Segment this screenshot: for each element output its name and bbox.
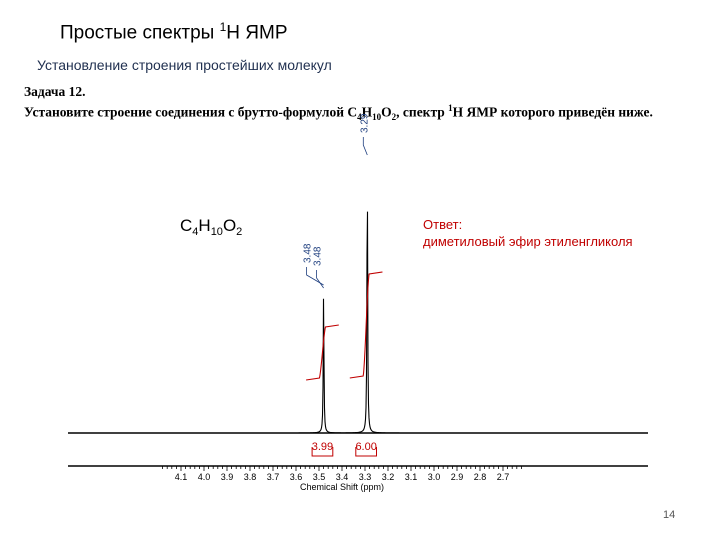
integral-value: 3.99 xyxy=(312,441,333,453)
x-tick-label: 3.2 xyxy=(382,472,395,482)
peak-label-leader xyxy=(362,137,368,156)
x-axis-label: Chemical Shift (ppm) xyxy=(300,482,384,492)
x-tick-label: 3.1 xyxy=(405,472,418,482)
x-tick-label: 3.7 xyxy=(267,472,280,482)
answer-label: Ответ: xyxy=(423,217,463,232)
integrals-layer: 3.99 6.00 xyxy=(306,271,383,457)
page-subtitle: Установление строения простейших молекул xyxy=(37,57,332,73)
peak-label: 3.29 xyxy=(359,113,370,133)
x-tick-label: 3.5 xyxy=(313,472,326,482)
integral-value: 6.00 xyxy=(355,441,376,453)
x-tick-label: 3.8 xyxy=(244,472,257,482)
integral-curve xyxy=(349,271,383,379)
x-tick-label: 4.1 xyxy=(175,472,188,482)
peak-label: 3.48 xyxy=(303,243,314,263)
x-tick-label: 3.6 xyxy=(290,472,303,482)
answer-block: Ответ: диметиловый эфир этиленгликоля xyxy=(423,216,633,250)
page-title: Простые спектры 1H ЯМР xyxy=(60,20,288,44)
peak-labels-layer: 3.48 3.48 3.29 xyxy=(303,113,370,289)
answer-text: диметиловый эфир этиленгликоля xyxy=(423,234,633,249)
x-tick-label: 4.0 xyxy=(198,472,211,482)
task-statement: Установите строение соединения с брутто-… xyxy=(24,103,653,123)
formula-text: C4H10O2 xyxy=(180,216,242,238)
molecular-formula: C4H10O2 xyxy=(180,216,242,238)
x-tick-label: 2.7 xyxy=(497,472,510,482)
spectrum-line xyxy=(68,211,648,434)
peak-label-leader xyxy=(306,267,324,286)
task-text: Задача 12. Установите строение соединени… xyxy=(24,84,653,125)
x-tick-label: 3.9 xyxy=(221,472,234,482)
peak-label-leader xyxy=(316,270,324,289)
peak-label: 3.48 xyxy=(313,246,324,266)
x-axis: 4.1 4.0 3.9 3.8 3.7 3.6 3.5 3.4 3.3 3.2 3.1 3.0 2.9 2… xyxy=(68,432,648,492)
x-tick-label: 3.4 xyxy=(336,472,349,482)
integral-curve xyxy=(306,324,339,381)
spectrum-layer xyxy=(68,211,648,434)
x-tick-label: 2.8 xyxy=(474,472,487,482)
x-tick-label: 2.9 xyxy=(451,472,464,482)
integral-bracket xyxy=(355,447,377,457)
page-number: 14 xyxy=(663,509,676,521)
integral-bracket xyxy=(311,447,334,457)
x-tick-label: 3.0 xyxy=(428,472,441,482)
x-tick-label: 3.3 xyxy=(359,472,372,482)
task-number: Задача 12. xyxy=(24,84,86,99)
